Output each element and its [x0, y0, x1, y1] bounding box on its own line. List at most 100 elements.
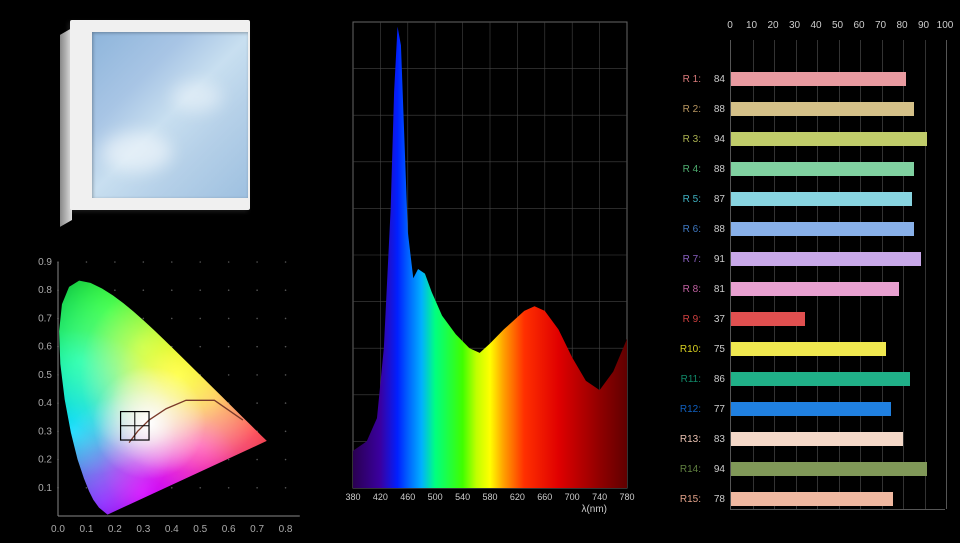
cri-row: R 4:88 [661, 160, 945, 178]
svg-text:740: 740 [592, 492, 607, 502]
cri-row: R 8:81 [661, 280, 945, 298]
svg-text:540: 540 [455, 492, 470, 502]
cri-row: R12:77 [661, 400, 945, 418]
panel-sky [92, 32, 248, 198]
svg-text:380: 380 [345, 492, 360, 502]
cri-label: R 9: [661, 314, 701, 325]
svg-text:λ(nm): λ(nm) [581, 504, 607, 515]
cri-label: R13: [661, 434, 701, 445]
cri-row: R11:86 [661, 370, 945, 388]
cri-bar [731, 282, 899, 296]
cri-value: 86 [701, 374, 725, 385]
cri-value: 77 [701, 404, 725, 415]
svg-text:460: 460 [400, 492, 415, 502]
cri-value: 83 [701, 434, 725, 445]
cri-row: R 3:94 [661, 130, 945, 148]
svg-text:0.8: 0.8 [38, 285, 52, 296]
cri-bar [731, 432, 903, 446]
cri-row: R13:83 [661, 430, 945, 448]
cri-tick-label: 40 [810, 20, 821, 31]
cri-tick-label: 100 [937, 20, 954, 31]
cri-value: 88 [701, 164, 725, 175]
svg-text:0.8: 0.8 [279, 524, 293, 535]
cri-label: R 8: [661, 284, 701, 295]
svg-text:0.5: 0.5 [193, 524, 207, 535]
svg-text:0.0: 0.0 [51, 524, 65, 535]
svg-text:0.4: 0.4 [38, 398, 52, 409]
cri-label: R10: [661, 344, 701, 355]
svg-text:0.9: 0.9 [38, 258, 52, 268]
cri-row: R 7:91 [661, 250, 945, 268]
cri-bar [731, 312, 805, 326]
svg-text:0.1: 0.1 [38, 483, 52, 494]
cri-bar [731, 162, 914, 176]
cri-tick-label: 50 [832, 20, 843, 31]
product-panel [60, 20, 250, 220]
cri-label: R 6: [661, 224, 701, 235]
cri-row: R 5:87 [661, 190, 945, 208]
svg-text:0.2: 0.2 [38, 455, 52, 466]
cri-bar [731, 102, 914, 116]
cri-label: R 5: [661, 194, 701, 205]
cri-value: 84 [701, 74, 725, 85]
cri-label: R12: [661, 404, 701, 415]
cri-tick-label: 70 [875, 20, 886, 31]
cri-row: R 6:88 [661, 220, 945, 238]
svg-text:0.6: 0.6 [222, 524, 236, 535]
cri-bar-chart: 0102030405060708090100 R 1:84R 2:88R 3:9… [660, 20, 950, 520]
cri-label: R 3: [661, 134, 701, 145]
cri-value: 78 [701, 494, 725, 505]
cri-value: 75 [701, 344, 725, 355]
cri-value: 88 [701, 224, 725, 235]
cri-label: R11: [661, 374, 701, 385]
svg-text:0.2: 0.2 [108, 524, 122, 535]
svg-text:660: 660 [537, 492, 552, 502]
panel-frame-outer [70, 20, 250, 210]
cri-row: R15:78 [661, 490, 945, 508]
cri-bar [731, 222, 914, 236]
cri-row: R14:94 [661, 460, 945, 478]
svg-text:780: 780 [619, 492, 634, 502]
cri-plot-area: R 1:84R 2:88R 3:94R 4:88R 5:87R 6:88R 7:… [730, 40, 945, 510]
cri-value: 94 [701, 464, 725, 475]
cri-value: 37 [701, 314, 725, 325]
svg-text:0.1: 0.1 [79, 524, 93, 535]
svg-text:620: 620 [510, 492, 525, 502]
cri-tick-label: 90 [918, 20, 929, 31]
cri-bar [731, 492, 893, 506]
svg-text:0.3: 0.3 [136, 524, 150, 535]
cri-label: R 1: [661, 74, 701, 85]
svg-text:0.3: 0.3 [38, 426, 52, 437]
cri-value: 94 [701, 134, 725, 145]
svg-text:0.7: 0.7 [250, 524, 264, 535]
svg-text:0.7: 0.7 [38, 313, 52, 324]
cri-value: 88 [701, 104, 725, 115]
cri-bar [731, 342, 886, 356]
cri-tick-label: 30 [789, 20, 800, 31]
cri-bar [731, 192, 912, 206]
cri-value: 91 [701, 254, 725, 265]
cri-label: R 7: [661, 254, 701, 265]
cri-bar [731, 372, 910, 386]
cri-bar [731, 132, 927, 146]
cri-row: R 9:37 [661, 310, 945, 328]
cri-value: 81 [701, 284, 725, 295]
cri-value: 87 [701, 194, 725, 205]
cloud-icon [172, 82, 222, 112]
cri-row: R 1:84 [661, 70, 945, 88]
svg-text:420: 420 [373, 492, 388, 502]
cri-row: R 2:88 [661, 100, 945, 118]
cri-label: R 4: [661, 164, 701, 175]
cri-row: R10:75 [661, 340, 945, 358]
cri-tick-label: 20 [767, 20, 778, 31]
cri-label: R 2: [661, 104, 701, 115]
cloud-icon [102, 132, 172, 172]
svg-text:700: 700 [565, 492, 580, 502]
svg-text:0.4: 0.4 [165, 524, 179, 535]
cie-chromaticity-chart: 0.0 0.1 0.2 0.3 0.4 0.5 0.6 0.7 0.8 0.1 0.2 0.3 0.4 0… [28, 258, 318, 538]
cri-bar [731, 252, 921, 266]
cri-scale: 0102030405060708090100 [730, 20, 945, 40]
cri-tick-label: 80 [896, 20, 907, 31]
svg-text:0.5: 0.5 [38, 370, 52, 381]
cri-tick-label: 0 [727, 20, 733, 31]
